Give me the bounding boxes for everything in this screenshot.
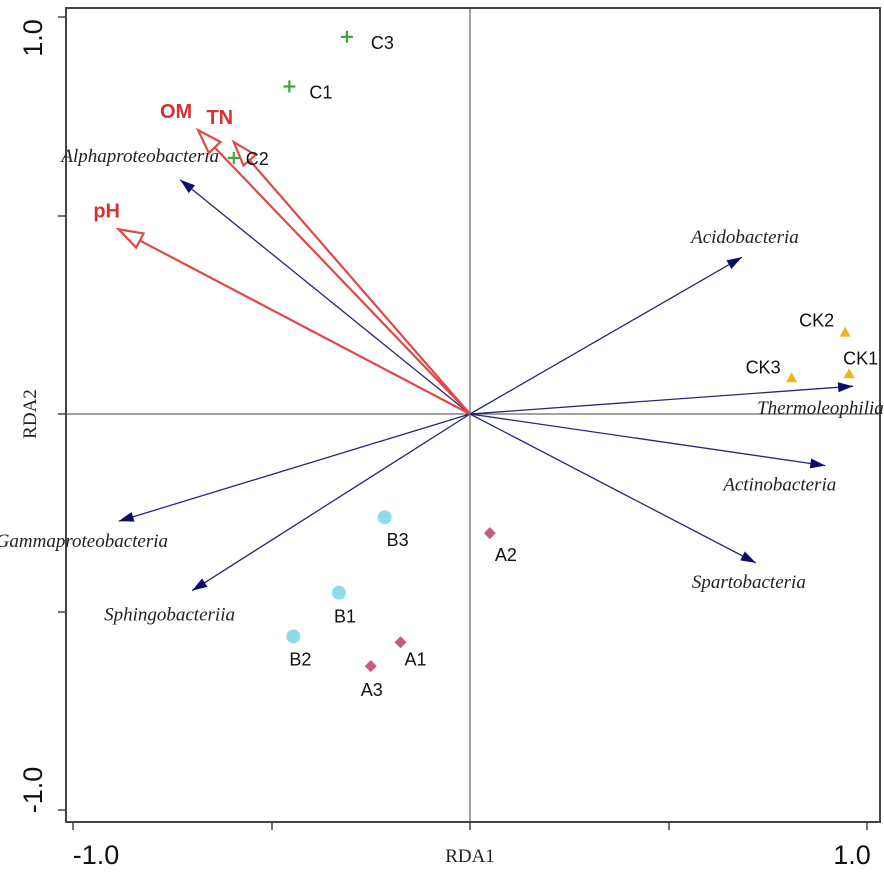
sample-label: A1 [405, 649, 427, 669]
sample-label: CK1 [843, 348, 878, 368]
species-arrow-head [740, 551, 756, 563]
sample-ck1: CK1 [843, 348, 878, 379]
sample-label: A3 [361, 680, 383, 700]
y-axis-ticks [58, 16, 66, 811]
species-spartobacteria: Spartobacteria [469, 413, 806, 593]
species-arrow-line [469, 413, 826, 467]
sample-label: C3 [371, 33, 394, 53]
species-arrow-line [118, 413, 471, 522]
species-label: Spartobacteria [692, 572, 806, 593]
sample-ck3: CK3 [746, 357, 798, 383]
sample-label: CK3 [746, 357, 781, 377]
sample-a3: A3 [361, 660, 383, 700]
env-factor-tn: TN [206, 107, 471, 415]
species-arrows: Alphaproteobacteria Acidobacteria Thermole… [0, 146, 884, 626]
sample-c3: C3 [340, 30, 394, 53]
sample-label: B2 [289, 649, 311, 669]
sample-label: C2 [246, 149, 269, 169]
sample-points: C1 C2 C3 CK1 CK2 CK3 B1 B2 B3 A1 A2 A3 [227, 30, 878, 700]
env-factor-ph: pH [93, 200, 471, 415]
x-tick-label-max: 1.0 [833, 840, 871, 870]
sample-marker-circle [331, 585, 346, 600]
species-label: Gammaproteobacteria [0, 531, 168, 552]
sample-marker-circle [286, 629, 301, 644]
env-arrow-head [231, 139, 258, 168]
species-arrow-head [837, 382, 854, 393]
env-arrow-line [248, 159, 471, 415]
species-arrow-line [469, 385, 854, 415]
sample-a2: A2 [483, 527, 517, 565]
env-factor-label: pH [93, 200, 120, 222]
x-tick-label-min: -1.0 [73, 840, 120, 870]
sample-marker-diamond [394, 636, 407, 649]
sample-label: A2 [495, 545, 517, 565]
env-factor-label: OM [160, 101, 192, 123]
y-tick-label-min: -1.0 [18, 767, 48, 814]
species-acidobacteria: Acidobacteria [469, 227, 799, 415]
env-arrow-line [139, 239, 471, 415]
env-arrow-head [115, 227, 146, 250]
species-arrow-head [809, 458, 826, 469]
species-arrow-head [726, 257, 742, 270]
species-label: Actinobacteria [721, 475, 836, 496]
env-factor-om: OM [160, 101, 471, 415]
species-arrow-head [192, 578, 208, 591]
x-axis-title: RDA1 [445, 846, 495, 867]
env-factor-label: TN [206, 107, 233, 129]
sample-a1: A1 [394, 636, 427, 669]
sample-marker-triangle [839, 326, 851, 337]
sample-marker-triangle [843, 368, 855, 379]
x-axis-ticks [72, 822, 868, 830]
sample-ck2: CK2 [799, 311, 851, 337]
species-sphingobacteriia: Sphingobacteriia [104, 413, 471, 626]
species-thermoleophilia: Thermoleophilia [469, 382, 884, 419]
sample-c1: C1 [283, 80, 332, 102]
species-label: Alphaproteobacteria [59, 146, 219, 167]
sample-label: C1 [309, 82, 332, 102]
sample-marker-diamond [364, 660, 377, 673]
species-arrow-line [179, 179, 471, 415]
species-gammaproteobacteria: Gammaproteobacteria [0, 413, 471, 552]
sample-marker-circle [377, 510, 392, 525]
species-arrow-line [469, 413, 757, 564]
species-label: Thermoleophilia [757, 398, 884, 419]
env-arrow-line [213, 146, 471, 415]
species-arrow-line [469, 256, 743, 415]
env-arrow-head [195, 127, 223, 155]
sample-c2: C2 [227, 149, 269, 169]
sample-b2: B2 [286, 629, 311, 669]
y-axis-title: RDA2 [20, 389, 41, 439]
environmental-arrows: OM TN pH [93, 101, 471, 415]
sample-label: CK2 [799, 311, 834, 331]
species-label: Sphingobacteriia [104, 605, 235, 626]
sample-b1: B1 [331, 585, 356, 627]
species-arrow-head [180, 179, 195, 194]
sample-marker-triangle [786, 372, 798, 383]
species-arrow-head [118, 512, 135, 522]
sample-marker-diamond [483, 527, 496, 540]
sample-label: B1 [334, 607, 356, 627]
species-actinobacteria: Actinobacteria [469, 413, 836, 496]
y-tick-label-max: 1.0 [18, 19, 48, 57]
plot-frame [65, 7, 881, 823]
sample-b3: B3 [377, 510, 409, 550]
sample-label: B3 [387, 530, 409, 550]
species-arrow-line [191, 413, 471, 592]
species-label: Acidobacteria [689, 227, 799, 248]
species-alphaproteobacteria: Alphaproteobacteria [59, 146, 471, 415]
